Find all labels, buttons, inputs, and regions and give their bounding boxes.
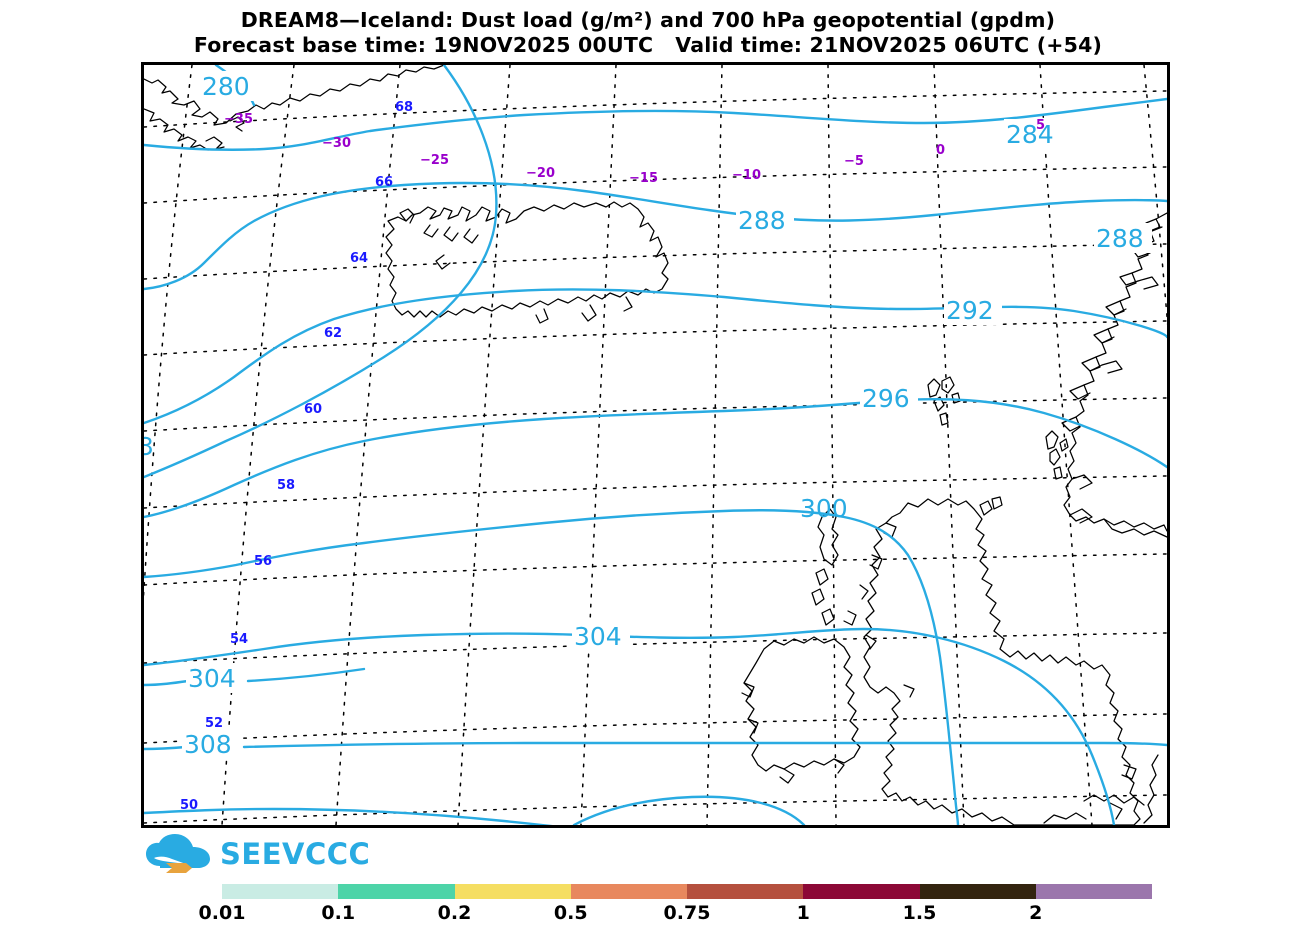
svg-text:56: 56 (254, 554, 272, 569)
latitude-labels: 68 66 64 62 60 58 56 54 52 50 (180, 100, 413, 813)
svg-text:292: 292 (946, 296, 994, 325)
colorbar-tick-5: 1 (796, 902, 810, 924)
dust-load-colorbar[interactable]: 0.01 0.1 0.2 0.5 0.75 1 1.5 2 (199, 884, 1152, 925)
colorbar-tick-1: 0.1 (321, 902, 356, 924)
colorbar-tick-labels: 0.01 0.1 0.2 0.5 0.75 1 1.5 2 (199, 899, 1152, 925)
map-canvas[interactable]: .coast{fill:none;stroke:#000;stroke-widt… (144, 65, 1167, 825)
coastline-norway (1063, 212, 1167, 532)
contour-284 (144, 97, 1167, 151)
svg-text:68: 68 (395, 100, 413, 115)
coastline-orkney (979, 496, 1003, 516)
colorbar-tick-6: 1.5 (902, 902, 937, 924)
contour-296 (144, 397, 1167, 519)
contour-304-left (144, 679, 190, 687)
colorbar-strip[interactable] (222, 884, 1152, 899)
colorbar-tick-3: 0.5 (553, 902, 588, 924)
chart-title-block: DREAM8—Iceland: Dust load (g/m²) and 700… (0, 8, 1296, 58)
svg-text:284: 284 (1006, 120, 1054, 149)
coastline-iceland (385, 201, 669, 318)
coastlines (144, 65, 1167, 825)
colorbar-segment-6 (919, 884, 1036, 899)
colorbar-segment-4 (687, 884, 804, 899)
svg-text:52: 52 (205, 716, 223, 731)
svg-text:−10: −10 (732, 168, 761, 183)
map-panel[interactable]: .coast{fill:none;stroke:#000;stroke-widt… (141, 62, 1170, 828)
map-background (144, 65, 1167, 825)
svg-text:−20: −20 (526, 166, 555, 181)
coastline-shetland (1045, 430, 1069, 480)
colorbar-segment-5 (803, 884, 920, 899)
svg-text:296: 296 (862, 384, 910, 413)
contour-300 (144, 509, 960, 825)
svg-text:50: 50 (180, 798, 198, 813)
svg-text:3: 3 (144, 432, 154, 461)
svg-text:58: 58 (277, 478, 295, 493)
svg-text:−30: −30 (322, 136, 351, 151)
colorbar-segment-7 (1035, 884, 1152, 899)
colorbar-segment-0 (222, 884, 339, 899)
svg-text:60: 60 (304, 402, 322, 417)
colorbar-tick-4: 0.75 (663, 902, 711, 924)
coastline-greenland (144, 65, 445, 126)
svg-text:288: 288 (1096, 224, 1144, 253)
colorbar-segment-2 (454, 884, 571, 899)
svg-text:308: 308 (184, 730, 232, 759)
svg-text:64: 64 (350, 251, 368, 266)
contour-280-loop (144, 65, 498, 479)
svg-text:−15: −15 (629, 171, 658, 186)
contour-bottom (144, 807, 554, 825)
seevccc-logo[interactable]: SEEVCCC (146, 832, 370, 876)
contour-304-upper (144, 627, 1116, 825)
title-line-2: Forecast base time: 19NOV2025 00UTC Vali… (193, 33, 1103, 57)
svg-text:54: 54 (230, 632, 248, 647)
colorbar-segment-3 (570, 884, 687, 899)
colorbar-tick-7: 2 (1029, 902, 1043, 924)
longitude-labels: −35 −30 −25 −20 −15 −10 −5 0 5 (224, 112, 1045, 186)
cloud-icon (146, 834, 210, 873)
geopotential-contours (144, 65, 1167, 825)
contour-288 (144, 181, 1167, 291)
svg-text:5: 5 (1036, 118, 1045, 133)
svg-text:300: 300 (800, 494, 848, 523)
svg-text:62: 62 (324, 326, 342, 341)
title-line-1: DREAM8—Iceland: Dust load (g/m²) and 700… (240, 8, 1056, 32)
colorbar-tick-0: 0.01 (198, 902, 246, 924)
svg-text:280: 280 (202, 72, 250, 101)
svg-text:66: 66 (375, 175, 393, 190)
logo-text: SEEVCCC (220, 836, 371, 871)
svg-text:304: 304 (188, 664, 236, 693)
svg-text:0: 0 (936, 143, 945, 158)
svg-text:288: 288 (738, 206, 786, 235)
graticule-parallels (144, 90, 1167, 824)
coastline-hebrides (811, 508, 839, 626)
svg-text:304: 304 (574, 622, 622, 651)
colorbar-segment-1 (338, 884, 455, 899)
svg-text:−25: −25 (420, 153, 449, 168)
coastline-great-britain (863, 498, 1141, 825)
svg-text:−35: −35 (224, 112, 253, 127)
geopotential-labels: 280 284 288 288 292 296 300 304 304 308 … (144, 71, 1152, 759)
colorbar-tick-2: 0.2 (437, 902, 472, 924)
contour-292 (144, 288, 1167, 425)
svg-text:−5: −5 (844, 154, 864, 169)
